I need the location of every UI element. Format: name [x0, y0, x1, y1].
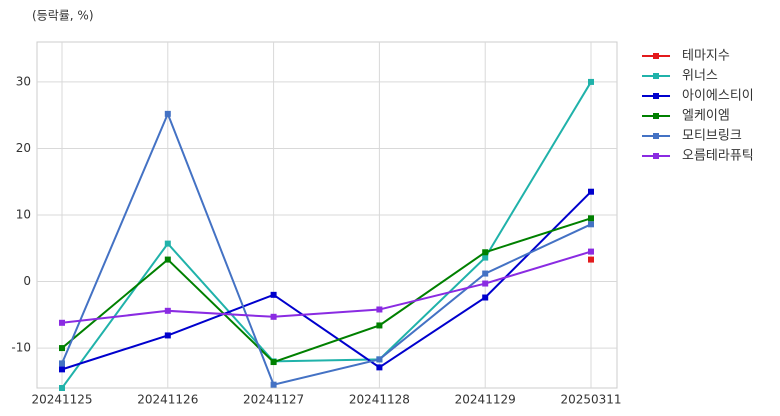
data-point	[376, 322, 383, 329]
data-point	[164, 307, 171, 314]
legend-label: 아이에스티이	[682, 89, 754, 104]
legend-marker	[653, 113, 659, 119]
data-point	[164, 332, 171, 339]
data-point	[164, 240, 171, 247]
x-tick-label: 20241129	[455, 393, 516, 407]
data-point	[588, 221, 594, 228]
data-point	[270, 313, 277, 320]
data-point	[588, 188, 594, 195]
data-point	[164, 110, 171, 117]
data-point	[59, 345, 65, 352]
data-point	[59, 385, 65, 391]
annotation: (등락률, %)	[32, 9, 94, 23]
data-point	[59, 319, 65, 326]
data-point	[482, 254, 489, 261]
y-tick-label: 0	[23, 274, 31, 288]
data-point	[59, 360, 65, 367]
series-line	[61, 111, 592, 386]
data-point	[270, 381, 277, 388]
data-point	[270, 291, 277, 298]
series-line	[61, 250, 592, 324]
data-point	[588, 256, 594, 263]
data-point	[588, 248, 594, 255]
data-point	[376, 306, 383, 313]
data-point	[376, 364, 383, 371]
data-point	[588, 215, 594, 222]
data-point	[482, 280, 489, 287]
data-point	[59, 366, 65, 373]
x-tick-label: 20241126	[137, 393, 198, 407]
legend-label: 위너스	[682, 69, 718, 84]
legend-marker	[653, 73, 659, 79]
data-point	[164, 256, 171, 263]
y-tick-label: 10	[16, 208, 31, 222]
data-point	[376, 356, 383, 363]
y-tick-label: -10	[11, 341, 31, 355]
data-point	[588, 78, 594, 85]
series-line	[61, 81, 592, 389]
x-tick-label: 20241125	[31, 393, 92, 407]
x-tick-label: 20241127	[243, 393, 304, 407]
legend-marker	[653, 53, 659, 59]
legend-marker	[653, 93, 659, 99]
series-line	[61, 217, 592, 364]
x-tick-label: 20241128	[349, 393, 410, 407]
legend-marker	[653, 133, 659, 139]
y-tick-label: 30	[16, 74, 31, 88]
legend-label: 테마지수	[682, 49, 730, 64]
series-line	[61, 191, 592, 371]
legend-label: 오름테라퓨틱	[682, 149, 754, 164]
data-point	[270, 359, 277, 366]
legend-label: 모티브링크	[682, 129, 742, 144]
data-point	[482, 294, 489, 301]
y-tick-label: 20	[16, 141, 31, 155]
x-tick-label: 20250311	[560, 393, 621, 407]
data-point	[482, 249, 489, 256]
legend-label: 엘케이엠	[682, 109, 730, 124]
legend-marker	[653, 153, 659, 159]
data-point	[482, 270, 489, 277]
